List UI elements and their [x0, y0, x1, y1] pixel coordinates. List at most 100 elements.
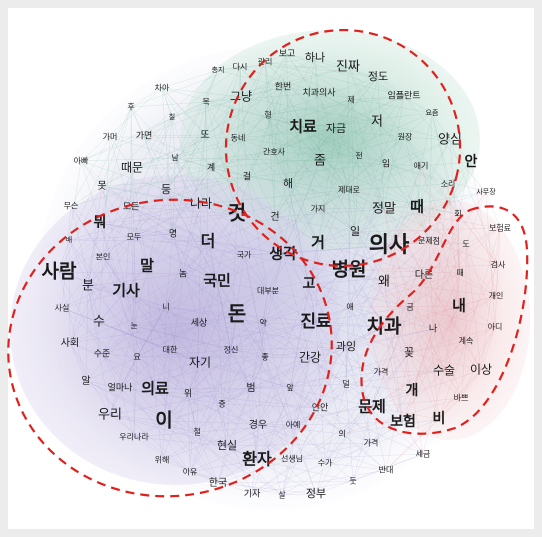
network-edge: [404, 136, 422, 167]
network-edge: [350, 99, 360, 157]
network-edge: [341, 306, 411, 435]
word-node: 수: [93, 315, 105, 330]
network-edge: [216, 280, 266, 358]
network-edge: [200, 203, 232, 351]
network-edge: [221, 346, 347, 405]
network-edge: [432, 213, 459, 330]
network-edge: [349, 245, 390, 308]
network-edge: [109, 387, 121, 416]
network-edge: [287, 99, 352, 185]
network-edge: [289, 387, 387, 471]
network-edge: [131, 114, 269, 169]
word-node: 가면: [136, 131, 153, 142]
word-node: 경우: [249, 418, 267, 431]
network-edge: [133, 431, 198, 438]
network-edge: [282, 253, 311, 359]
word-node: 현실: [217, 439, 237, 452]
word-node: 선생님: [281, 454, 303, 464]
network-edge: [130, 176, 248, 208]
network-edge: [143, 116, 173, 137]
word-node: 세금: [416, 450, 431, 459]
word-node: 비: [433, 411, 446, 427]
network-edge: [246, 176, 269, 292]
network-edge: [460, 326, 496, 399]
network-edge: [319, 328, 434, 409]
word-node: 계: [207, 162, 215, 174]
network-edge: [281, 421, 404, 496]
word-node: 사실: [55, 303, 70, 313]
network-edge: [348, 189, 430, 242]
network-edge: [409, 306, 496, 328]
network-edge: [256, 459, 317, 495]
network-edge: [69, 273, 184, 344]
network-edge: [383, 281, 404, 423]
network-edge: [226, 445, 283, 496]
network-edge: [125, 290, 156, 390]
network-edge: [315, 321, 326, 464]
word-node: 못: [97, 180, 106, 192]
network-edge: [174, 126, 304, 159]
network-edge: [205, 69, 219, 103]
network-edge: [230, 213, 238, 351]
word-node: 국가: [237, 251, 252, 260]
network-edge: [267, 76, 379, 116]
word-node: 검사: [491, 260, 506, 270]
network-edge: [318, 92, 387, 165]
network-edge: [98, 265, 148, 323]
word-node: 때문: [121, 161, 143, 175]
network-edge: [196, 403, 223, 433]
network-edge: [292, 306, 351, 426]
network-edge: [309, 326, 385, 359]
word-node: 수준: [94, 349, 111, 360]
network-edge: [411, 272, 461, 392]
word-node: 의: [338, 429, 345, 439]
network-edge: [315, 383, 347, 495]
network-edge: [246, 121, 378, 178]
network-edge: [273, 151, 385, 210]
word-node: 생각: [269, 245, 297, 263]
network-edge: [438, 326, 496, 420]
network-edge: [409, 306, 462, 399]
network-edge: [189, 322, 200, 473]
network-edge: [236, 86, 284, 215]
word-node: 기자: [244, 489, 261, 500]
network-edge: [262, 253, 284, 324]
word-node: 병원: [332, 259, 367, 281]
word-node: 진짜: [336, 60, 360, 75]
network-edge: [58, 239, 70, 273]
network-edge: [324, 418, 440, 464]
network-edge: [237, 137, 289, 185]
network-edge: [431, 112, 459, 215]
network-edge: [416, 139, 451, 208]
word-node: 치과: [367, 316, 402, 338]
network-edge: [130, 206, 245, 256]
network-edge: [385, 163, 430, 242]
network-edge: [136, 273, 184, 358]
network-edge: [291, 442, 372, 460]
network-edge: [457, 213, 460, 307]
network-edge: [143, 135, 202, 205]
network-edge: [428, 240, 499, 266]
network-edge: [196, 431, 258, 461]
network-edge: [350, 99, 385, 210]
network-edge: [349, 281, 385, 308]
word-node: 위해: [155, 455, 170, 465]
network-edge: [408, 352, 482, 371]
network-edge: [317, 163, 387, 210]
word-node: 형: [264, 111, 271, 120]
network-edge: [267, 290, 311, 359]
network-edge: [200, 86, 284, 205]
network-edge: [317, 121, 378, 210]
network-edge: [438, 397, 462, 420]
network-edge: [383, 165, 422, 283]
network-edge: [143, 134, 206, 137]
network-edge: [308, 231, 356, 285]
network-edge: [133, 236, 138, 358]
network-edge: [130, 206, 238, 215]
word-node: 기사: [112, 282, 140, 300]
word-node: 사무장: [476, 187, 496, 196]
network-edge: [409, 306, 440, 420]
network-edge: [163, 306, 167, 422]
network-edge: [146, 167, 212, 267]
